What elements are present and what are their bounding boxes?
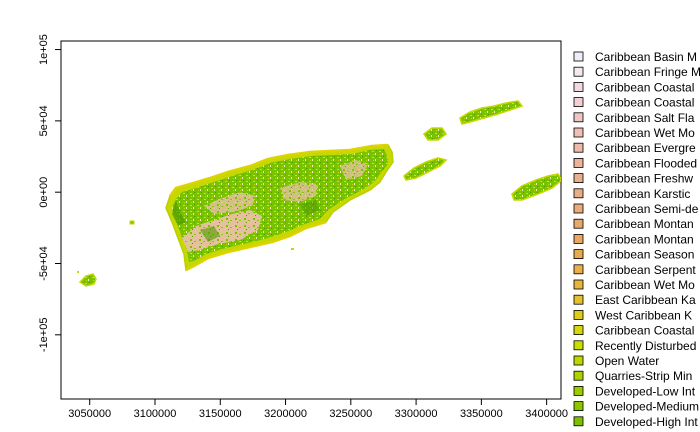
legend-label: Caribbean Karstic <box>595 187 690 201</box>
legend-label: Caribbean Season <box>595 248 694 262</box>
x-tick-label: 3250000 <box>329 408 372 420</box>
legend-swatch <box>573 66 584 77</box>
legend-swatch <box>573 309 584 320</box>
legend-swatch <box>573 325 584 336</box>
legend-swatch <box>573 82 584 92</box>
legend-swatch <box>573 97 584 107</box>
desecheo-islet <box>129 220 135 225</box>
legend-swatch <box>573 203 584 214</box>
legend-swatch <box>573 112 584 123</box>
vieques-island <box>402 157 448 181</box>
legend-swatch <box>573 173 584 184</box>
legend-swatch <box>573 51 584 62</box>
x-tick-label: 3200000 <box>264 408 307 420</box>
legend-swatch <box>573 385 584 396</box>
legend-label: Caribbean Coastal <box>595 96 694 110</box>
legend-label: Quarries-Strip Min <box>595 369 692 383</box>
x-axis: 3050000 3100000 3150000 3200000 3250000 33000… <box>68 398 568 420</box>
legend-label: Recently Disturbed <box>595 339 696 353</box>
legend-label: Caribbean Evergre <box>595 141 696 155</box>
legend-swatch <box>573 279 584 290</box>
legend-label: Caribbean Fringe M <box>595 65 700 79</box>
legend-swatch <box>573 188 584 199</box>
legend-label: Caribbean Wet Mo <box>595 278 695 292</box>
legend-label: West Caribbean K <box>595 308 692 322</box>
main-island <box>165 143 394 272</box>
legend-swatch <box>573 370 584 381</box>
legend-label: Caribbean Coastal <box>595 80 694 94</box>
legend-label: Caribbean Serpent <box>595 263 696 277</box>
legend-swatch <box>573 142 584 153</box>
legend-label: Caribbean Montan <box>595 217 694 231</box>
legend-swatch <box>573 294 584 305</box>
legend-swatch <box>573 340 584 351</box>
islands-layer <box>77 100 561 287</box>
west-islet <box>77 271 97 287</box>
st-thomas-island <box>459 100 524 125</box>
legend-swatch <box>573 218 584 229</box>
x-tick-label: 3050000 <box>68 408 111 420</box>
small-dot <box>291 248 294 250</box>
legend-label: Caribbean Coastal <box>595 324 694 338</box>
legend-label: Developed-Low Int <box>595 384 696 398</box>
y-tick-label: 0e+00 <box>38 177 50 208</box>
legend-swatch <box>573 157 584 168</box>
legend-label: Caribbean Flooded <box>595 156 697 170</box>
legend-label: Caribbean Montan <box>595 232 694 246</box>
y-axis: 1e+05 5e+04 0e+00 -5e+04 -1e+05 <box>38 34 62 353</box>
x-tick-label: 3300000 <box>395 408 438 420</box>
x-tick-label: 3350000 <box>460 408 503 420</box>
legend-swatch <box>573 233 584 244</box>
legend-label: Caribbean Basin M <box>595 50 697 64</box>
legend-swatch <box>573 401 584 412</box>
legend-label: Caribbean Salt Fla <box>595 111 695 125</box>
legend-label: Developed-High Int <box>595 415 698 429</box>
y-tick-label: 1e+05 <box>38 34 50 65</box>
x-tick-label: 3100000 <box>134 408 177 420</box>
legend-label: Developed-Medium <box>595 400 699 414</box>
legend-label: Open Water <box>595 354 659 368</box>
x-tick-label: 3150000 <box>199 408 242 420</box>
legend-swatch <box>573 127 584 138</box>
legend-swatch <box>573 355 584 366</box>
legend-swatch <box>573 416 584 427</box>
legend-label: Caribbean Freshw <box>595 172 693 186</box>
st-croix-island <box>511 173 561 201</box>
y-tick-label: -5e+04 <box>38 246 50 281</box>
culebra-island <box>422 127 448 141</box>
legend-label: East Caribbean Ka <box>595 293 696 307</box>
legend-swatch <box>573 249 584 260</box>
y-tick-label: -1e+05 <box>38 318 50 353</box>
legend-label: Caribbean Semi-de <box>595 202 699 216</box>
legend-swatch <box>573 264 584 275</box>
y-tick-label: 5e+04 <box>38 105 50 136</box>
x-tick-label: 3400000 <box>525 408 568 420</box>
legend-label: Caribbean Wet Mo <box>595 126 695 140</box>
